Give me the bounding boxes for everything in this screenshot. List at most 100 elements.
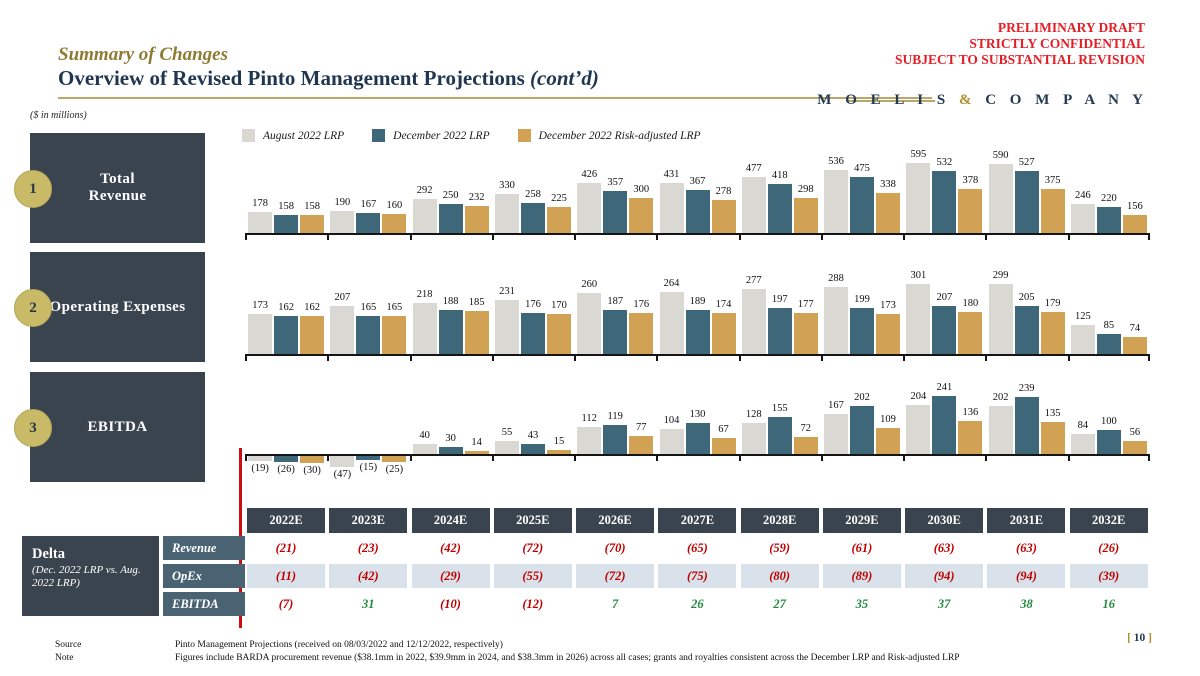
- bar-december-2022-risk-adjusted-lrp: [711, 200, 736, 233]
- axis-tick: [409, 456, 412, 461]
- bar-december-2022-lrp: [767, 308, 792, 354]
- bar-value-label: 232: [468, 191, 485, 203]
- section-box-total-revenue: Total Revenue: [30, 133, 205, 243]
- bar-value-label: 160: [386, 200, 403, 212]
- year-header-2031e: 2031E: [987, 508, 1066, 533]
- confidentiality-line: STRICTLY CONFIDENTIAL: [969, 36, 1145, 51]
- delta-cell: (12): [493, 592, 572, 616]
- bar-value-label: 173: [880, 299, 896, 311]
- bar-value-label: 128: [745, 409, 762, 421]
- bar-december-2022-risk-adjusted-lrp: [876, 193, 901, 233]
- bar-december-2022-lrp: [356, 456, 381, 460]
- delta-cell: 16: [1069, 592, 1148, 616]
- bar-august-2022-lrp: [741, 177, 766, 233]
- bar-value-label: 330: [499, 180, 515, 192]
- units-note: ($ in millions): [30, 110, 87, 121]
- bar-december-2022-risk-adjusted-lrp: [382, 214, 407, 233]
- row-label-opex: OpEx: [163, 564, 245, 588]
- source-text: Pinto Management Projections (received o…: [175, 640, 503, 650]
- axis-tick: [1148, 235, 1150, 240]
- axis-tick: [820, 456, 823, 461]
- slide-eyebrow: Summary of Changes: [58, 44, 228, 65]
- bar-august-2022-lrp: [248, 212, 273, 233]
- bar-december-2022-risk-adjusted-lrp: [1040, 421, 1065, 454]
- bar-december-2022-risk-adjusted-lrp: [711, 437, 736, 454]
- bar-december-2022-risk-adjusted-lrp: [464, 205, 489, 233]
- bar-value-label: 77: [635, 421, 647, 433]
- bar-december-2022-risk-adjusted-lrp: [300, 214, 325, 233]
- bar-value-label: 135: [1044, 407, 1061, 419]
- bar-value-label: 158: [304, 200, 320, 212]
- delta-subtitle: (Dec. 2022 LRP vs. Aug. 2022 LRP): [32, 564, 141, 589]
- bar-value-label: 189: [689, 295, 706, 307]
- bar-december-2022-lrp: [1014, 306, 1039, 354]
- bar-december-2022-lrp: [274, 214, 299, 233]
- bar-august-2022-lrp: [988, 405, 1013, 454]
- bar-august-2022-lrp: [659, 429, 684, 454]
- chart-legend: August 2022 LRP December 2022 LRP December…: [242, 129, 701, 142]
- bar-december-2022-lrp: [1014, 171, 1039, 233]
- bar-value-label: 250: [442, 189, 459, 201]
- delta-cell: (94): [987, 564, 1066, 588]
- bar-value-label: 301: [910, 269, 927, 281]
- year-header-2024e: 2024E: [411, 508, 490, 533]
- brand-ampersand: &: [950, 92, 986, 108]
- axis-tick: [574, 356, 577, 361]
- bar-value-label: 246: [1074, 190, 1091, 202]
- axis-tick: [1067, 456, 1070, 461]
- bar-august-2022-lrp: [741, 289, 766, 354]
- legend-label: December 2022 LRP: [393, 129, 490, 142]
- delta-cell: (55): [493, 564, 572, 588]
- year-header-2028e: 2028E: [740, 508, 819, 533]
- page-title-suffix: (cont’d): [530, 66, 599, 90]
- bar-december-2022-lrp: [520, 312, 545, 354]
- bar-august-2022-lrp: [412, 444, 437, 454]
- bar-value-label: 188: [442, 296, 459, 308]
- bar-value-label: 431: [663, 168, 680, 180]
- x-axis: [245, 454, 1150, 456]
- axis-tick: [903, 235, 906, 240]
- delta-cell: (26): [1069, 536, 1148, 560]
- delta-cell: (63): [905, 536, 984, 560]
- bar-value-label: 241: [936, 382, 953, 394]
- axis-tick: [738, 456, 741, 461]
- bar-value-label: 85: [1103, 320, 1115, 332]
- bar-august-2022-lrp: [659, 182, 684, 233]
- bar-value-label: 178: [252, 198, 269, 210]
- confidentiality-line: SUBJECT TO SUBSTANTIAL REVISION: [895, 52, 1145, 67]
- section-label: Operating Expenses: [49, 298, 186, 315]
- bar-value-label: 112: [581, 413, 597, 425]
- bar-december-2022-lrp: [932, 305, 957, 354]
- bar-value-label: 165: [386, 301, 403, 313]
- legend-swatch-icon: [372, 129, 386, 142]
- bar-value-label: 43: [527, 429, 539, 441]
- x-axis: [245, 354, 1150, 356]
- bar-august-2022-lrp: [906, 163, 931, 233]
- bar-august-2022-lrp: [906, 283, 931, 354]
- bar-value-label: 15: [553, 436, 565, 448]
- bar-august-2022-lrp: [577, 183, 602, 233]
- bar-august-2022-lrp: [494, 194, 519, 233]
- bar-august-2022-lrp: [248, 313, 273, 354]
- bar-value-label: 338: [880, 179, 896, 191]
- bar-august-2022-lrp: [1070, 204, 1095, 233]
- bar-value-label: 67: [718, 423, 729, 435]
- axis-tick: [245, 356, 247, 361]
- axis-tick: [409, 356, 412, 361]
- row-label-revenue: Revenue: [163, 536, 245, 560]
- bar-value-label: 167: [828, 399, 844, 411]
- section-number-badge: 1: [14, 170, 52, 208]
- bar-value-label: 202: [854, 391, 870, 403]
- bar-value-label: (19): [251, 462, 269, 474]
- delta-cell: 31: [329, 592, 408, 616]
- axis-tick: [409, 235, 412, 240]
- section-label: EBITDA: [87, 418, 148, 435]
- bar-december-2022-risk-adjusted-lrp: [1122, 214, 1147, 233]
- delta-cell: 27: [740, 592, 819, 616]
- bar-value-label: 173: [252, 299, 269, 311]
- bar-august-2022-lrp: [906, 405, 931, 454]
- bar-december-2022-lrp: [603, 310, 628, 354]
- row-label-ebitda: EBITDA: [163, 592, 245, 616]
- bar-december-2022-lrp: [850, 405, 875, 454]
